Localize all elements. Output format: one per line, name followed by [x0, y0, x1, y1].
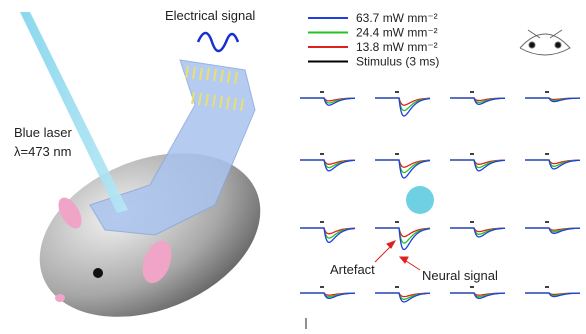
trace — [375, 98, 430, 116]
trace — [300, 160, 355, 171]
trace — [375, 293, 430, 302]
legend-label: 63.7 mW mm⁻² — [356, 11, 438, 25]
laser-label: Blue laser — [14, 125, 72, 140]
wavelength-label: λ=473 nm — [14, 144, 71, 159]
trace — [300, 293, 355, 298]
trace — [300, 98, 355, 105]
trace — [300, 228, 355, 242]
legend-label: 13.8 mW mm⁻² — [356, 40, 438, 54]
stimulus-site — [406, 186, 434, 214]
neural-label: Neural signal — [422, 268, 498, 283]
trace — [450, 98, 505, 104]
trace — [450, 228, 505, 237]
trace — [375, 228, 430, 250]
trace — [450, 160, 505, 171]
trace — [525, 160, 580, 169]
legend-label: Stimulus (3 ms) — [356, 55, 439, 69]
trace — [375, 160, 430, 178]
legend-label: 24.4 mW mm⁻² — [356, 26, 438, 40]
artefact-label: Artefact — [330, 262, 375, 277]
trace — [375, 228, 430, 237]
figure: Electrical signal Blue laser λ=473 nm 63… — [0, 0, 586, 329]
trace — [450, 293, 505, 298]
head-icon — [520, 30, 570, 55]
arrows — [375, 241, 420, 270]
legend: 63.7 mW mm⁻²24.4 mW mm⁻²13.8 mW mm⁻²Stim… — [308, 11, 439, 69]
signal-label: Electrical signal — [165, 8, 255, 23]
trace — [525, 228, 580, 233]
